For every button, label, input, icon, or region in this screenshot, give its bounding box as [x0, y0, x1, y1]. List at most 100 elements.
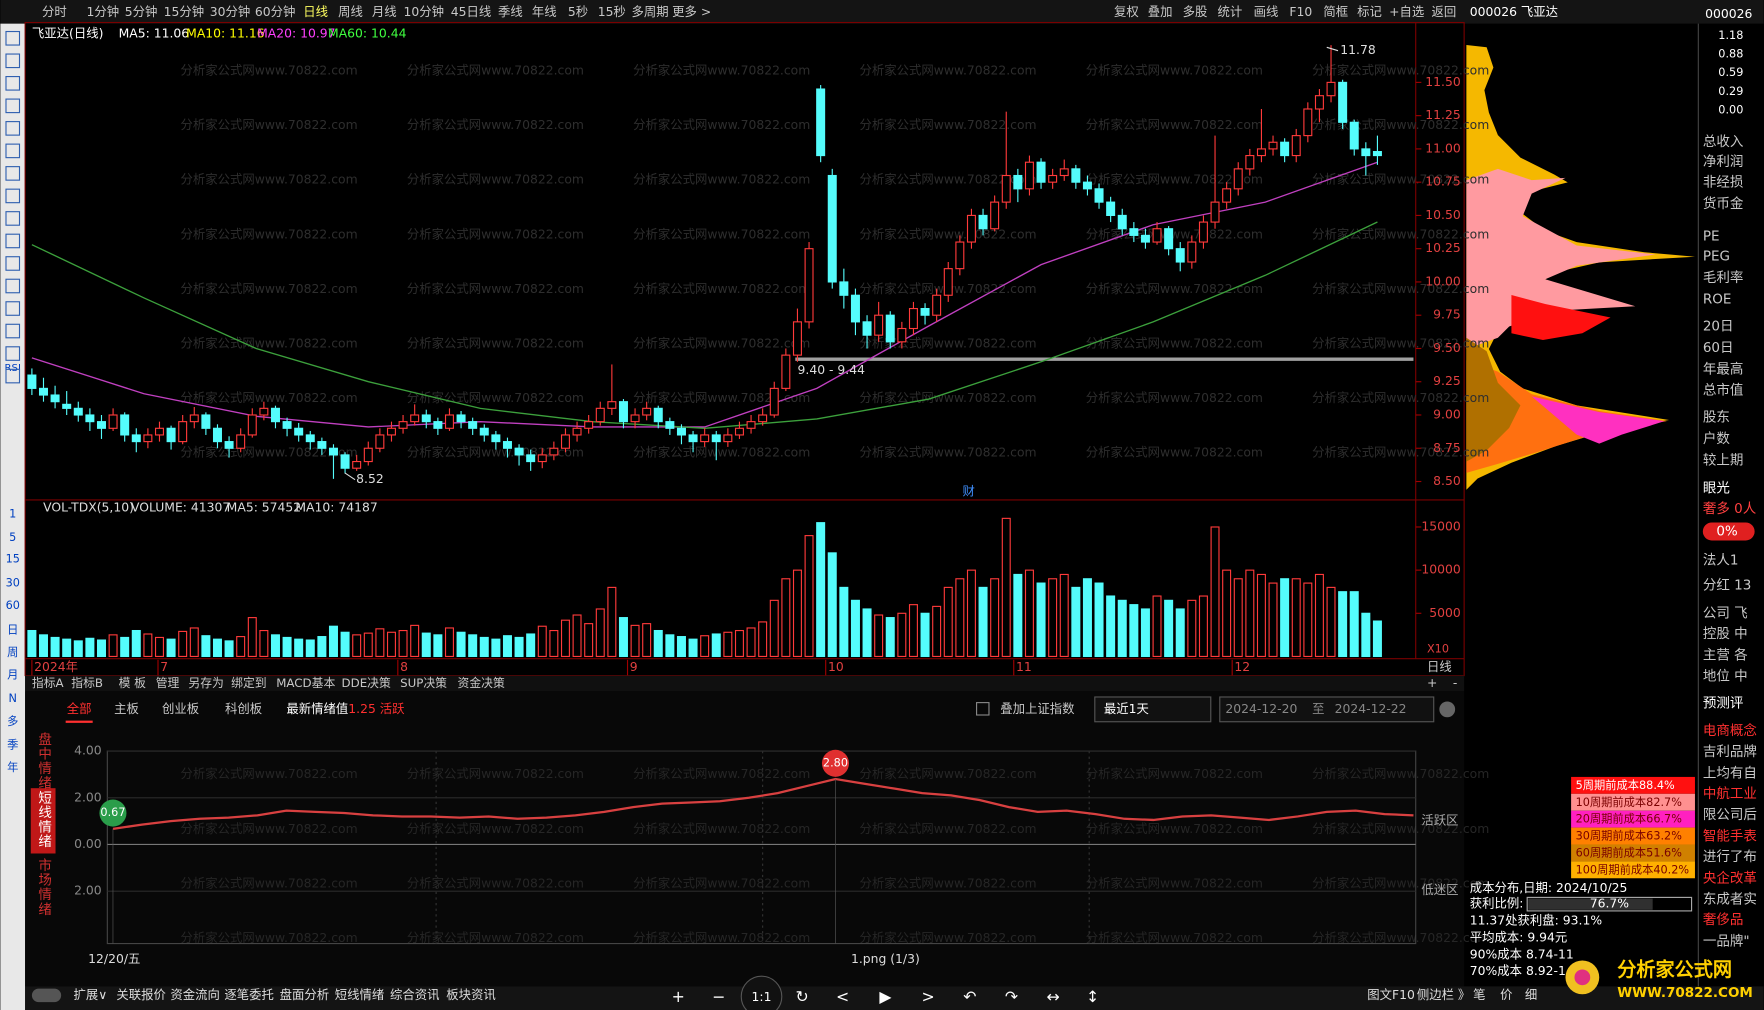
tool-button[interactable]: 画线 — [1254, 5, 1279, 19]
viewer-button[interactable]: < — [836, 987, 849, 1006]
indicator-tab[interactable]: 绑定到 — [231, 676, 266, 690]
viewer-zoom-button[interactable] — [740, 975, 783, 1010]
watermark: 分析家公式网www.70822.com — [407, 930, 584, 945]
side-tab[interactable]: 短线情绪 — [35, 790, 52, 849]
period-button[interactable]: 5秒 — [568, 5, 588, 19]
viewer-button[interactable]: ↔ — [1047, 987, 1060, 1006]
side-tab[interactable]: 盘中情绪 — [35, 731, 52, 791]
period-shortcut[interactable]: 年 — [7, 760, 18, 774]
period-shortcut[interactable]: 30 — [6, 576, 20, 589]
period-shortcut[interactable]: 多 — [7, 714, 18, 728]
unit-label: X10 — [1427, 643, 1449, 656]
period-button[interactable]: 10分钟 — [403, 4, 444, 19]
tool-button[interactable]: 统计 — [1218, 5, 1243, 19]
viewer-button[interactable]: ↶ — [963, 987, 976, 1006]
viewer-button[interactable]: + — [672, 987, 685, 1006]
period-button[interactable]: 1分钟 — [87, 4, 120, 19]
period-shortcut[interactable]: 60 — [6, 599, 20, 612]
indicator-tab[interactable]: 指标B — [71, 676, 103, 690]
y-tick-label: 5000 — [1429, 606, 1461, 620]
indicator-tab[interactable]: SUP决策 — [400, 676, 447, 690]
period-button[interactable]: 周线 — [338, 5, 363, 19]
period-button[interactable]: 15分钟 — [164, 4, 205, 19]
viewer-button[interactable]: ↻ — [795, 987, 808, 1006]
period-button[interactable]: 45日线 — [451, 5, 492, 19]
dropdown[interactable] — [1094, 696, 1212, 723]
bottom-tab[interactable]: 板块资讯 — [446, 988, 496, 1002]
bottom-tab[interactable]: 侧边栏 》 — [1417, 987, 1470, 1002]
period-button[interactable]: 15秒 — [598, 5, 626, 19]
bottom-tab[interactable]: 扩展∨ — [74, 988, 108, 1002]
volume-bar — [526, 633, 536, 658]
viewer-button[interactable]: ↷ — [1005, 987, 1018, 1006]
period-shortcut[interactable]: 日 — [7, 624, 18, 637]
tool-button[interactable]: 复权 — [1114, 4, 1139, 19]
info-item: 东成者实 — [1703, 892, 1757, 908]
date-box[interactable] — [1219, 696, 1435, 723]
period-button[interactable]: 更多 > — [672, 5, 711, 19]
tool-button[interactable]: 标记 — [1357, 5, 1382, 19]
bottom-tab[interactable]: 逐笔委托 — [224, 987, 274, 1002]
indicator-tab[interactable]: 模 板 — [119, 676, 147, 690]
bottom-tab[interactable]: 综合资讯 — [390, 987, 440, 1002]
market-tab[interactable]: 全部 — [67, 701, 92, 716]
tool-button[interactable]: 简框 — [1323, 5, 1348, 19]
bottom-tab[interactable]: 资金流向 — [170, 987, 220, 1002]
tool-button[interactable]: F10 — [1289, 5, 1312, 19]
period-shortcut[interactable]: N — [9, 692, 17, 705]
toggle[interactable] — [31, 988, 62, 1003]
bottom-tab[interactable]: 价 — [1500, 988, 1512, 1002]
bottom-tab[interactable]: 图文F10 — [1367, 987, 1415, 1002]
viewer-button[interactable]: > — [922, 987, 935, 1006]
period-button[interactable]: 5分钟 — [125, 4, 158, 19]
volume-bar — [282, 636, 292, 658]
info-item: 毛利率 — [1703, 269, 1744, 286]
indicator-tab[interactable]: MACD基本 — [276, 676, 335, 690]
indicator-tab[interactable]: 指标A — [32, 676, 64, 690]
bottom-tab[interactable]: 关联报价 — [116, 987, 166, 1002]
indicator-tab[interactable]: 另存为 — [188, 676, 223, 690]
period-button[interactable]: 分时 — [42, 5, 67, 19]
bottom-tab[interactable]: 短线情绪 — [335, 988, 385, 1002]
checkbox[interactable] — [976, 702, 990, 716]
chip-area — [1531, 396, 1665, 444]
volume-bar — [1256, 573, 1266, 658]
period-shortcut[interactable]: 5 — [9, 531, 16, 544]
side-tab[interactable]: 市场情绪 — [35, 857, 52, 917]
tool-button[interactable]: 多股 — [1183, 5, 1208, 19]
period-shortcut[interactable]: 15 — [6, 553, 20, 566]
period-shortcut[interactable]: 月 — [7, 669, 18, 682]
market-tab[interactable]: 创业板 — [162, 702, 199, 716]
bottom-tab[interactable]: 细 — [1525, 988, 1537, 1002]
bottom-tab[interactable]: 笔 — [1473, 987, 1485, 1002]
overlay-label[interactable]: 叠加上证指数 — [1000, 701, 1075, 716]
indicator-tab[interactable]: 管理 — [156, 676, 180, 690]
tool-button[interactable]: 返回 — [1431, 5, 1456, 19]
period-button[interactable]: 年线 — [532, 5, 557, 19]
market-tab[interactable]: 主板 — [114, 702, 139, 716]
market-tab[interactable]: 科创板 — [225, 702, 262, 716]
info-item: 净利润 — [1703, 154, 1744, 170]
period-button[interactable]: 30分钟 — [210, 4, 251, 19]
period-shortcut[interactable]: 季 — [7, 738, 18, 751]
tool-button[interactable]: +自选 — [1389, 5, 1424, 19]
period-shortcut[interactable]: 1 — [9, 508, 16, 521]
help-icon[interactable] — [1439, 701, 1456, 718]
period-button[interactable]: 60分钟 — [255, 4, 295, 19]
range-select[interactable]: 最近1天 — [1104, 702, 1149, 716]
viewer-button[interactable]: ▶ — [879, 987, 892, 1006]
pane-button[interactable]: - — [1453, 676, 1457, 690]
period-button[interactable]: 多周期 — [631, 5, 668, 19]
indicator-tab[interactable]: DDE决策 — [342, 676, 391, 690]
pane-button[interactable]: + — [1427, 676, 1437, 690]
tool-button[interactable]: 叠加 — [1148, 5, 1173, 19]
bottom-tab[interactable]: 盘面分析 — [280, 987, 330, 1002]
period-button[interactable]: 季线 — [498, 5, 523, 19]
period-shortcut[interactable]: 周 — [7, 646, 18, 659]
period-button[interactable]: 月线 — [372, 5, 397, 19]
period-button[interactable]: 日线 — [303, 5, 328, 19]
viewer-button[interactable]: ↕ — [1086, 987, 1099, 1006]
indicator-tab[interactable]: 资金决策 — [458, 676, 505, 690]
zoom-label[interactable]: 1:1 — [752, 990, 772, 1004]
viewer-button[interactable]: − — [712, 987, 725, 1006]
